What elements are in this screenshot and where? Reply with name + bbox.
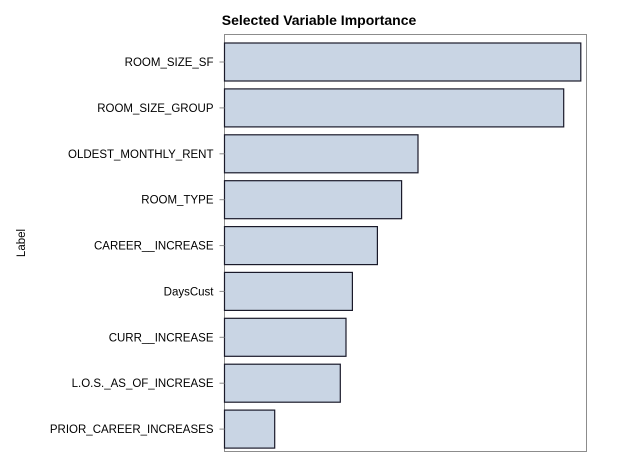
category-tick-label: OLDEST_MONTHLY_RENT: [68, 149, 213, 161]
bars-group: [223, 42, 582, 449]
bar-room-size-group: [223, 88, 565, 128]
category-tick-label: ROOM_TYPE: [141, 195, 214, 207]
category-tick-label: PRIOR_CAREER_INCREASES: [50, 424, 214, 436]
bar-oldest-monthly-rent: [223, 134, 419, 174]
category-tick-label: L.O.S._AS_OF_INCREASE: [72, 378, 214, 390]
category-tick-label: ROOM_SIZE_SF: [125, 57, 214, 69]
category-tick-labels: ROOM_SIZE_SF ROOM_SIZE_GROUP OLDEST_MONTHL…: [50, 57, 225, 436]
bar-curr-increase: [223, 317, 347, 357]
bar-dayscust: [223, 271, 354, 311]
bar-career-increase: [223, 226, 378, 266]
category-tick-label: CAREER__INCREASE: [94, 241, 214, 253]
bar-prior-career-increases: [223, 409, 276, 449]
category-tick-label: DaysCust: [164, 286, 215, 298]
category-tick-label: ROOM_SIZE_GROUP: [97, 103, 214, 115]
bar-room-size-sf: [223, 42, 582, 82]
category-tick-label: CURR__INCREASE: [109, 332, 214, 344]
bar-room-type: [223, 180, 403, 220]
chart-title: Selected Variable Importance: [222, 12, 417, 28]
y-axis-label: Label: [16, 229, 28, 257]
bar-l-o-s-as-of-increase: [223, 363, 341, 403]
